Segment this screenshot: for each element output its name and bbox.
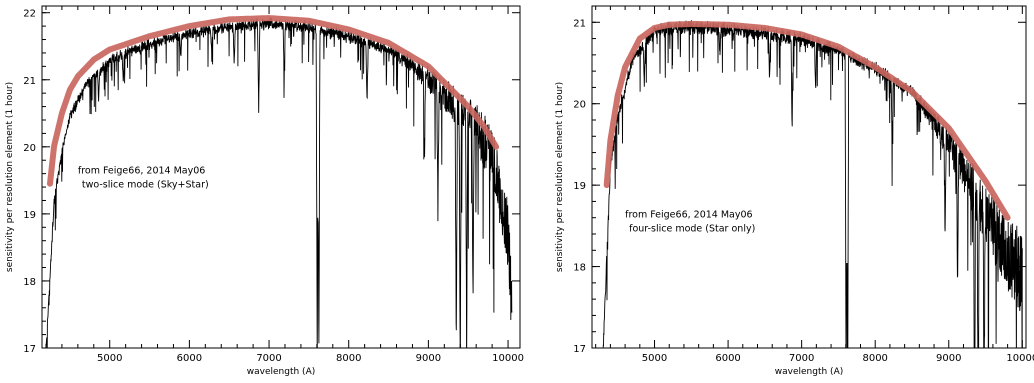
x-tick-label: 9000 (416, 353, 441, 364)
y-tick-label: 19 (573, 181, 586, 192)
y-tick-label: 21 (573, 18, 586, 29)
y-tick-label: 19 (23, 210, 36, 221)
envelope-curve (47, 15, 500, 187)
x-tick-label: 10000 (492, 353, 524, 364)
x-axis-title: wavelength (A) (775, 367, 843, 377)
plot-frame (41, 5, 521, 349)
y-tick-label: 20 (573, 100, 586, 111)
y-axis-title: sensitivity per resolution element (1 ho… (5, 82, 15, 272)
annotation-line: from Feige66, 2014 May06 (78, 166, 206, 177)
annotation-line: two-slice mode (Sky+Star) (82, 180, 209, 191)
x-tick-label: 5000 (642, 353, 667, 364)
y-tick-label: 22 (23, 9, 36, 20)
x-tick-label: 8000 (862, 353, 887, 364)
spectrum-line (45, 17, 513, 348)
x-tick-label: 6000 (177, 353, 202, 364)
y-tick-label: 20 (23, 143, 36, 154)
y-tick-label: 18 (23, 277, 36, 288)
x-tick-label: 10000 (1006, 353, 1034, 364)
spectrum-line (602, 20, 1023, 348)
x-tick-label: 8000 (336, 353, 361, 364)
x-tick-label: 6000 (715, 353, 740, 364)
envelope-curve (603, 20, 1011, 221)
chart-left: 5000 6000 7000 8000 9000 10000 17 18 19 20 21 22 wav… (5, 5, 524, 377)
annotation-line: four-slice mode (Star only) (629, 224, 755, 235)
x-tick-label: 5000 (97, 353, 122, 364)
y-tick-label: 21 (23, 76, 36, 87)
x-tick-label: 7000 (789, 353, 814, 364)
chart-right: 5000 6000 7000 8000 9000 10000 17 18 19 20 21 wavel… (555, 5, 1034, 377)
annotation-line: from Feige66, 2014 May06 (625, 210, 753, 221)
y-tick-label: 18 (573, 263, 586, 274)
plot-frame (591, 5, 1027, 349)
x-tick-label: 9000 (936, 353, 961, 364)
x-axis-title: wavelength (A) (247, 367, 315, 377)
y-tick-label: 17 (573, 344, 586, 355)
x-tick-label: 7000 (256, 353, 281, 364)
y-tick-label: 17 (23, 344, 36, 355)
y-axis-title: sensitivity per resolution element (1 ho… (555, 82, 565, 272)
